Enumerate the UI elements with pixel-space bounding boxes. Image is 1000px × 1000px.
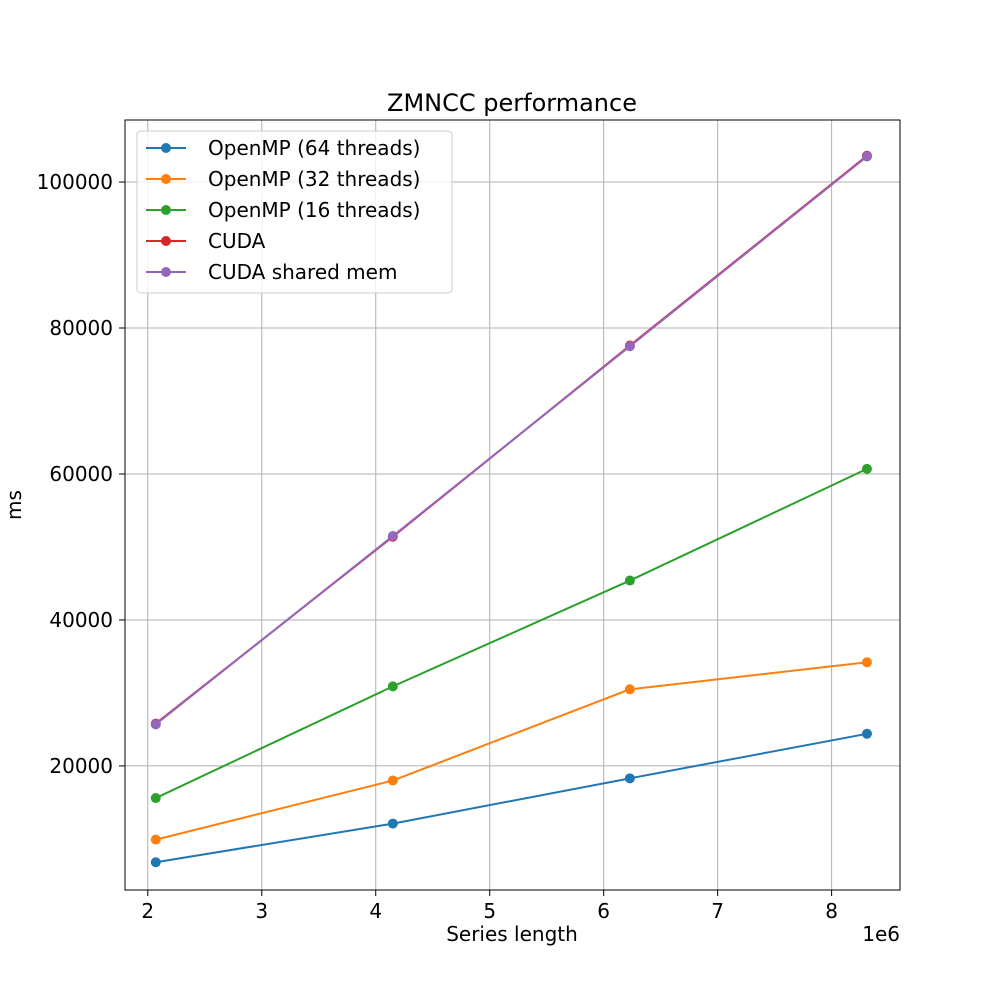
x-tick-label: 6	[597, 899, 610, 923]
legend-label: CUDA	[208, 229, 266, 253]
data-point	[861, 728, 872, 739]
legend-label: OpenMP (16 threads)	[208, 198, 420, 222]
plot-frame	[124, 119, 901, 891]
x-tick-label: 7	[711, 899, 724, 923]
legend-item: OpenMP (32 threads)	[146, 167, 420, 191]
data-point	[861, 463, 872, 474]
series-0	[150, 728, 872, 868]
legend-label: CUDA shared mem	[208, 260, 397, 284]
series-4	[150, 151, 872, 730]
data-point	[387, 818, 398, 829]
y-tick-label: 20000	[49, 754, 113, 778]
x-axis-offset-label: 1e6	[862, 922, 900, 946]
chart-title: ZMNCC performance	[387, 89, 637, 117]
legend-label: OpenMP (64 threads)	[208, 136, 420, 160]
legend-marker	[161, 174, 171, 184]
y-axis-label: ms	[2, 490, 26, 520]
x-tick-label: 8	[825, 899, 838, 923]
y-tick-label: 40000	[49, 608, 113, 632]
series-1	[150, 657, 872, 845]
y-tick-label: 100000	[37, 170, 113, 194]
x-tick-label: 5	[483, 899, 496, 923]
data-point	[150, 834, 161, 845]
data-point	[150, 857, 161, 868]
series-2	[150, 463, 872, 804]
x-tick-label: 2	[141, 899, 154, 923]
legend-marker	[161, 205, 171, 215]
legend-marker	[161, 236, 171, 246]
data-point	[861, 151, 872, 162]
data-point	[150, 719, 161, 730]
legend-box	[136, 130, 453, 294]
data-point	[861, 657, 872, 668]
data-point	[624, 341, 635, 352]
series-layer	[150, 150, 872, 868]
legend-label: OpenMP (32 threads)	[208, 167, 420, 191]
legend-item: OpenMP (64 threads)	[146, 136, 420, 160]
series-line	[155, 732, 868, 864]
series-line	[155, 155, 868, 726]
series-line	[155, 661, 868, 841]
legend-item: CUDA shared mem	[146, 260, 397, 284]
y-tick-label: 60000	[49, 462, 113, 486]
ticks: 2 3 4 5 6 7 8 20000 40000 60000 80000 100000	[37, 170, 838, 923]
data-point	[624, 575, 635, 586]
legend-marker	[161, 267, 171, 277]
data-point	[624, 684, 635, 695]
series-line	[155, 467, 868, 799]
x-tick-label: 4	[369, 899, 382, 923]
x-axis-label: Series length	[446, 922, 578, 946]
data-point	[624, 773, 635, 784]
legend: OpenMP (64 threads) OpenMP (32 threads) Op…	[136, 130, 453, 294]
legend-item: OpenMP (16 threads)	[146, 198, 420, 222]
data-point	[150, 793, 161, 804]
x-tick-label: 3	[255, 899, 268, 923]
data-point	[387, 681, 398, 692]
data-point	[387, 775, 398, 786]
legend-item: CUDA	[146, 229, 266, 253]
legend-marker	[161, 143, 171, 153]
y-tick-label: 80000	[49, 316, 113, 340]
data-point	[387, 531, 398, 542]
